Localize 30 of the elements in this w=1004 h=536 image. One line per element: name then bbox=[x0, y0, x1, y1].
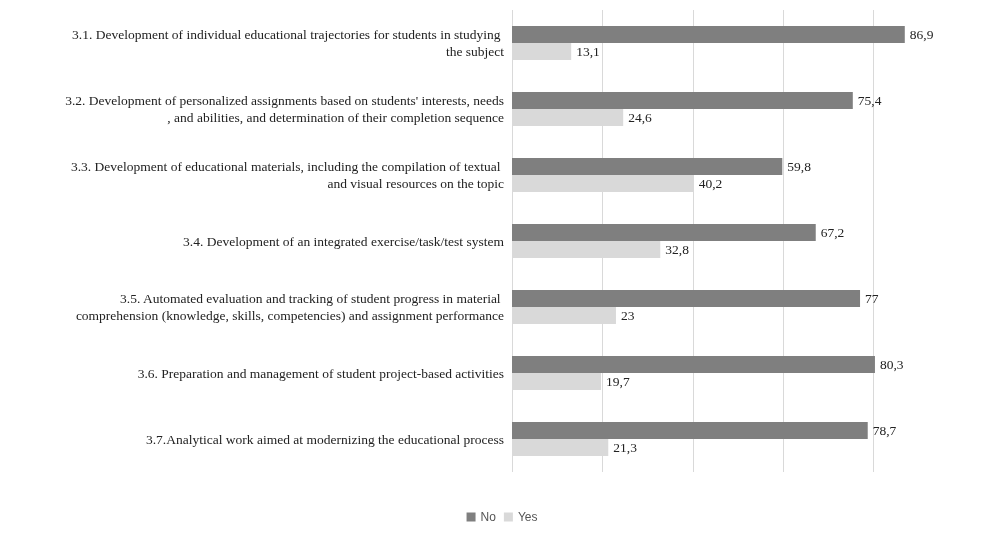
data-label: 80,3 bbox=[879, 357, 904, 372]
data-label: 67,2 bbox=[820, 225, 845, 240]
data-label: 19,7 bbox=[606, 374, 630, 389]
data-label: 24,6 bbox=[628, 110, 653, 125]
bar bbox=[512, 158, 783, 175]
data-label: 23 bbox=[620, 308, 635, 323]
y-tick-label: 3.6. Preparation and management of student project-based activities bbox=[137, 365, 504, 381]
y-tick-label: 3.2. Development of personalized assignments based on students' interests, needs, and abilities, and determination of their completion sequence bbox=[65, 93, 504, 125]
data-label: 75,4 bbox=[857, 93, 882, 108]
data-label: 40,2 bbox=[698, 176, 723, 191]
data-label: 59,8 bbox=[787, 159, 812, 174]
data-label: 86,9 bbox=[909, 27, 934, 42]
data-label: 77 bbox=[865, 291, 879, 306]
y-tick-label: 3.7.Analytical work aimed at modernizing the educational process bbox=[145, 431, 504, 447]
bar bbox=[512, 26, 905, 43]
y-tick-label: 3.4. Development of an integrated exercise/task/test system bbox=[183, 233, 505, 249]
bar bbox=[512, 290, 861, 307]
bar bbox=[512, 92, 853, 109]
y-tick-label: 3.1. Development of individual educational trajectories for students in studying the subject bbox=[72, 27, 505, 59]
bar bbox=[512, 356, 875, 373]
bar bbox=[512, 224, 816, 241]
data-label: 13,1 bbox=[576, 44, 600, 59]
y-tick-label: 3.3. Development of educational materials, including the compilation of textual and visual resources on the topic bbox=[70, 159, 504, 191]
legend-label: Yes bbox=[517, 510, 538, 524]
y-tick-label: 3.5. Automated evaluation and tracking of student progress in material comprehension (knowledge, skills, competencies) and assignment performance bbox=[75, 291, 504, 323]
bar bbox=[512, 422, 868, 439]
legend-label: No bbox=[480, 510, 497, 524]
data-label: 32,8 bbox=[665, 242, 690, 257]
data-label: 78,7 bbox=[872, 423, 897, 438]
data-label: 21,3 bbox=[613, 440, 638, 455]
